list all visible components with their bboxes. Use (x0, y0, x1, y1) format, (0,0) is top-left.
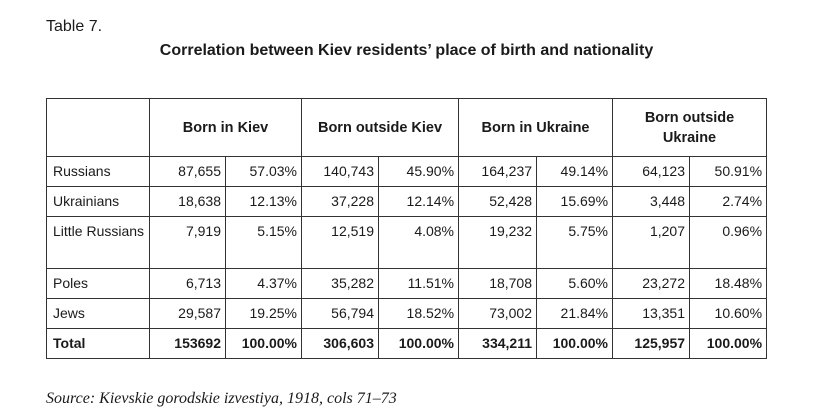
table-cell: 2.74% (689, 186, 768, 217)
table-cell: 4.37% (225, 268, 302, 299)
table-cell: 15.69% (536, 186, 614, 217)
table-cell: 23,272 (612, 268, 691, 299)
table-cell: 6,713 (149, 268, 226, 299)
table-cell: 306,603 (301, 328, 379, 359)
table-cell: 73,002 (458, 298, 538, 329)
table-cell: 11.51% (377, 268, 460, 299)
row-name: Poles (46, 268, 150, 299)
table-row: Russians 87,655 57.03% 140,743 45.90% 164,237… (46, 156, 768, 187)
table-cell: 100.00% (536, 328, 614, 359)
table-cell: 0.96% (689, 216, 768, 269)
table-cell: 1,207 (612, 216, 691, 269)
table-cell: 21.84% (536, 298, 614, 329)
table-cell: 56,794 (301, 298, 379, 329)
table-row: Jews 29,587 19.25% 56,794 18.52% 73,002 21.84%… (46, 298, 768, 329)
table-cell: 5.15% (225, 216, 302, 269)
table-cell: 334,211 (458, 328, 538, 359)
table-cell: 5.75% (536, 216, 614, 269)
table-cell: 12,519 (301, 216, 379, 269)
table-cell: 140,743 (301, 156, 379, 187)
table-title: Correlation between Kiev residents’ plac… (159, 42, 654, 59)
table-cell: 5.60% (536, 268, 614, 299)
table-cell: 10.60% (689, 298, 768, 329)
table-cell: 52,428 (458, 186, 538, 217)
table-body: Russians 87,655 57.03% 140,743 45.90% 164,237… (46, 156, 768, 359)
table-cell: 18,708 (458, 268, 538, 299)
table-cell: 100.00% (689, 328, 768, 359)
row-name: Little Russians (46, 216, 150, 269)
table-cell: 37,228 (301, 186, 379, 217)
table-cell: 50.91% (689, 156, 768, 187)
table-cell: 45.90% (377, 156, 460, 187)
table-cell: 100.00% (377, 328, 460, 359)
table-cell: 19.25% (225, 298, 302, 329)
row-name: Jews (46, 298, 150, 329)
header-cell-born-outside-ukraine: Born outside Ukraine (612, 98, 768, 157)
table-cell: 18.52% (377, 298, 460, 329)
table-cell: 19,232 (458, 216, 538, 269)
table-cell: 29,587 (149, 298, 226, 329)
table-row: Ukrainians 18,638 12.13% 37,228 12.14% 52,428… (46, 186, 768, 217)
table-cell: 18.48% (689, 268, 768, 299)
table-label: Table 7. (46, 18, 103, 35)
header-cell-born-in-ukraine: Born in Ukraine (458, 98, 614, 157)
table-cell: 87,655 (149, 156, 226, 187)
table-cell: 18,638 (149, 186, 226, 217)
table-cell: 57.03% (225, 156, 302, 187)
table-cell: 49.14% (536, 156, 614, 187)
row-name: Total (46, 328, 150, 359)
total-row: Total 153692 100.00% 306,603 100.00% 334… (46, 328, 768, 359)
table-row: Little Russians 7,919 5.15% 12,519 4.08% 19,2… (46, 216, 768, 269)
table-cell: 7,919 (149, 216, 226, 269)
table-cell: 3,448 (612, 186, 691, 217)
header-cell-born-outside-kiev: Born outside Kiev (300, 98, 460, 157)
header-cell-born-in-kiev: Born in Kiev (149, 98, 302, 157)
data-table: Born in Kiev Born outside Kiev Born in U… (46, 98, 768, 359)
table-cell: 100.00% (225, 328, 302, 359)
header-row: Born in Kiev Born outside Kiev Born in U… (46, 98, 768, 157)
table-cell: 13,351 (612, 298, 691, 329)
table-cell: 64,123 (612, 156, 691, 187)
table-cell: 164,237 (458, 156, 538, 187)
table-cell: 35,282 (301, 268, 379, 299)
table-cell: 125,957 (612, 328, 691, 359)
row-name: Russians (46, 156, 150, 187)
header-cell-empty (46, 98, 150, 157)
table-cell: 12.13% (225, 186, 302, 217)
table-cell: 153692 (149, 328, 226, 359)
table-row: Poles 6,713 4.37% 35,282 11.51% 18,708 5.60% 23… (46, 268, 768, 299)
row-name: Ukrainians (46, 186, 150, 217)
table-cell: 4.08% (377, 216, 460, 269)
table-cell: 12.14% (377, 186, 460, 217)
source-note: Source: Kievskie gorodskie izvestiya, 19… (46, 390, 397, 407)
